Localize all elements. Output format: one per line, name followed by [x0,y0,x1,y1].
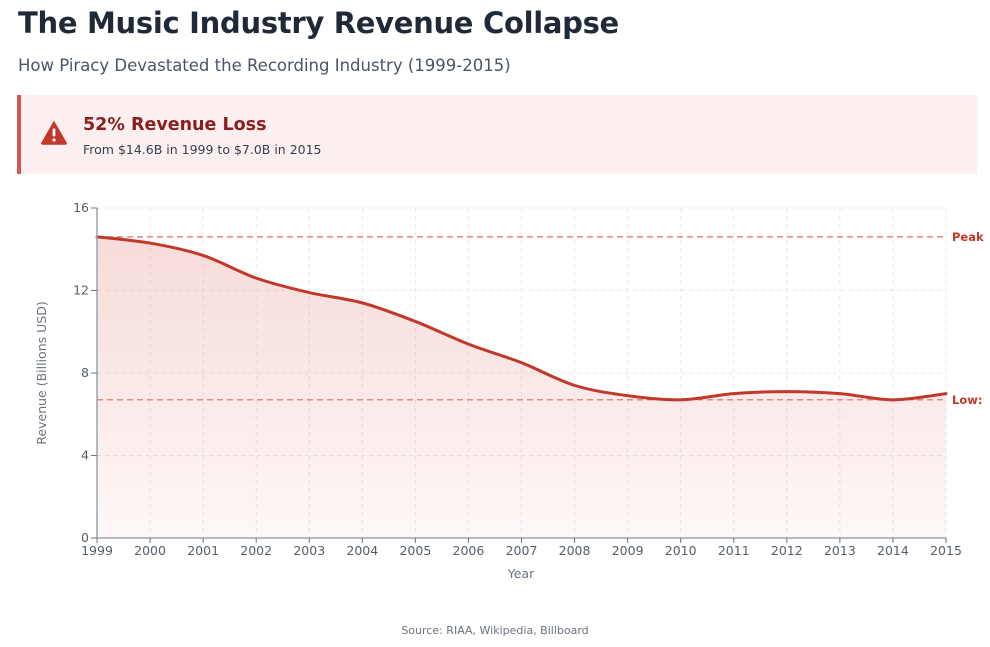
x-tick-label: 2009 [612,543,644,558]
source-note: Source: RIAA, Wikipedia, Billboard [401,624,589,637]
x-tick-label: 2014 [877,543,909,558]
y-axis-title: Revenue (Billions USD) [34,301,49,444]
reference-lines: Peak Low: [97,230,984,407]
x-tick-label: 2004 [346,543,378,558]
x-tick-label: 1999 [81,543,113,558]
x-tick-label: 2012 [771,543,803,558]
revenue-line [95,235,948,402]
warning-triangle-icon [41,121,67,145]
page-title: The Music Industry Revenue Collapse [18,6,619,40]
reference-label-peak: Peak [952,230,984,244]
x-tick-label: 2008 [559,543,591,558]
reference-label-low: Low: [952,393,982,407]
y-tick-label: 0 [81,530,89,545]
y-tick-label: 16 [73,200,89,215]
x-tick-label: 2010 [665,543,697,558]
x-tick-label: 2006 [453,543,485,558]
x-tick-label: 2005 [399,543,431,558]
x-tick-label: 2013 [824,543,856,558]
alert-text: From $14.6B in 1999 to $7.0B in 2015 [83,142,322,157]
x-axis-title: Year [507,566,535,581]
revenue-loss-alert: 52% Revenue Loss From $14.6B in 1999 to … [17,95,977,174]
x-tick-label: 2002 [240,543,272,558]
page-subtitle: How Piracy Devastated the Recording Indu… [18,56,511,75]
alert-title: 52% Revenue Loss [83,115,267,135]
revenue-chart: Peak Low: 0 4 8 12 16 1999 2000 2001 2002 2003 2004… [34,200,984,581]
revenue-area [97,236,946,538]
axes: 0 4 8 12 16 1999 2000 2001 2002 2003 2004 2005 2006 2… [73,200,962,558]
y-tick-label: 8 [81,365,89,380]
y-tick-label: 12 [73,283,89,298]
x-tick-label: 2011 [718,543,750,558]
x-tick-label: 2000 [134,543,166,558]
x-tick-label: 2015 [930,543,962,558]
y-tick-label: 4 [81,448,89,463]
x-tick-label: 2007 [506,543,538,558]
x-tick-label: 2003 [293,543,325,558]
x-tick-label: 2001 [187,543,219,558]
